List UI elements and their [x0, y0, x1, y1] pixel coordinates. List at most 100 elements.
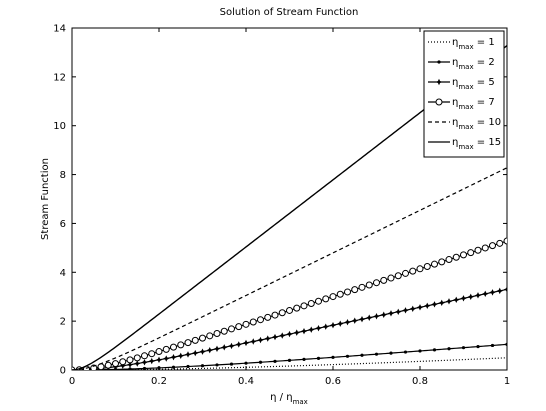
data-point — [170, 353, 177, 361]
data-point — [315, 324, 322, 332]
legend: ηmax = 1 ηmax = 2 ηmax = 5 ηmax = 7 ηmax = 1… — [423, 30, 505, 158]
data-point — [134, 360, 141, 367]
data-point — [279, 332, 286, 339]
series-eta-max-10 — [72, 167, 507, 370]
data-point — [199, 348, 206, 355]
data-point — [380, 311, 387, 318]
legend-label: ηmax = 2 — [452, 57, 495, 71]
data-point — [271, 333, 279, 341]
data-point — [337, 320, 344, 327]
legend-label: ηmax = 1 — [452, 37, 495, 51]
data-point — [264, 313, 272, 321]
data-point — [90, 364, 98, 370]
data-point — [186, 364, 190, 369]
data-point — [191, 336, 199, 344]
data-point — [213, 330, 221, 338]
data-point — [257, 316, 264, 324]
data-point — [460, 295, 467, 302]
data-point — [155, 356, 163, 364]
data-point — [308, 326, 315, 333]
data-point — [213, 345, 221, 352]
data-point — [438, 258, 446, 266]
data-point — [126, 361, 134, 368]
y-axis-label: Stream Function — [40, 158, 51, 240]
data-point — [200, 364, 205, 368]
data-point — [220, 327, 228, 335]
data-point — [394, 272, 402, 280]
legend-item: ηmax = 15 — [428, 137, 501, 151]
data-point — [445, 256, 453, 264]
legend-item: ηmax = 7 — [428, 97, 495, 111]
data-point — [142, 366, 147, 370]
data-point — [344, 319, 351, 326]
data-point — [235, 323, 243, 331]
data-point — [249, 318, 257, 326]
legend-item: ηmax = 10 — [428, 117, 501, 131]
data-point — [316, 356, 321, 360]
data-point — [163, 355, 170, 362]
data-point — [206, 347, 213, 354]
data-point — [389, 351, 393, 355]
data-point — [133, 354, 141, 362]
data-point — [336, 290, 344, 298]
data-point — [300, 302, 308, 310]
data-point — [474, 292, 482, 299]
data-point — [184, 339, 192, 347]
data-point — [242, 320, 250, 328]
data-point — [192, 349, 199, 357]
data-point — [206, 332, 214, 340]
data-point — [467, 249, 475, 257]
data-point — [373, 279, 380, 287]
data-point — [409, 267, 417, 275]
data-point — [374, 352, 379, 356]
data-point — [148, 350, 156, 358]
data-point — [258, 360, 263, 364]
x-tick-label: 0.8 — [412, 376, 428, 387]
data-point — [322, 295, 330, 303]
y-tick-label: 8 — [60, 170, 66, 181]
data-point — [273, 359, 277, 363]
data-point — [128, 367, 132, 370]
data-point — [365, 281, 373, 289]
legend-item: ηmax = 2 — [428, 57, 495, 71]
plot-area — [71, 27, 508, 371]
data-point — [293, 329, 300, 336]
x-tick-label: 0.4 — [238, 376, 254, 387]
chart-title: Solution of Stream Function — [220, 7, 359, 18]
data-point — [141, 352, 148, 360]
data-point — [228, 342, 235, 350]
series-eta-max-7 — [72, 237, 507, 370]
data-point — [184, 351, 192, 358]
legend-label: ηmax = 15 — [452, 137, 501, 151]
y-tick-label: 14 — [53, 24, 66, 35]
y-tick-label: 0 — [60, 366, 66, 377]
data-point — [481, 244, 489, 252]
data-point — [104, 361, 112, 369]
data-point — [286, 306, 293, 314]
data-point — [351, 317, 358, 324]
series-line — [72, 167, 507, 370]
data-point — [373, 313, 380, 320]
legend-box — [423, 30, 505, 158]
data-point — [235, 341, 242, 348]
data-point — [155, 348, 163, 356]
data-point — [302, 357, 306, 361]
data-point — [170, 343, 177, 351]
data-point — [452, 253, 460, 261]
series-eta-max-5 — [72, 286, 507, 370]
data-point — [360, 353, 364, 357]
data-point — [287, 358, 292, 362]
data-point — [177, 352, 184, 360]
legend-label: ηmax = 10 — [452, 117, 501, 131]
data-point — [476, 344, 480, 349]
data-point — [445, 298, 453, 305]
data-point — [278, 309, 286, 317]
data-point — [435, 78, 443, 86]
data-point — [409, 305, 416, 312]
x-tick-label: 1 — [504, 376, 510, 387]
data-point — [228, 325, 235, 333]
data-point — [402, 269, 409, 277]
y-tick-label: 10 — [53, 121, 66, 132]
data-point — [490, 343, 495, 348]
data-point — [141, 359, 148, 366]
